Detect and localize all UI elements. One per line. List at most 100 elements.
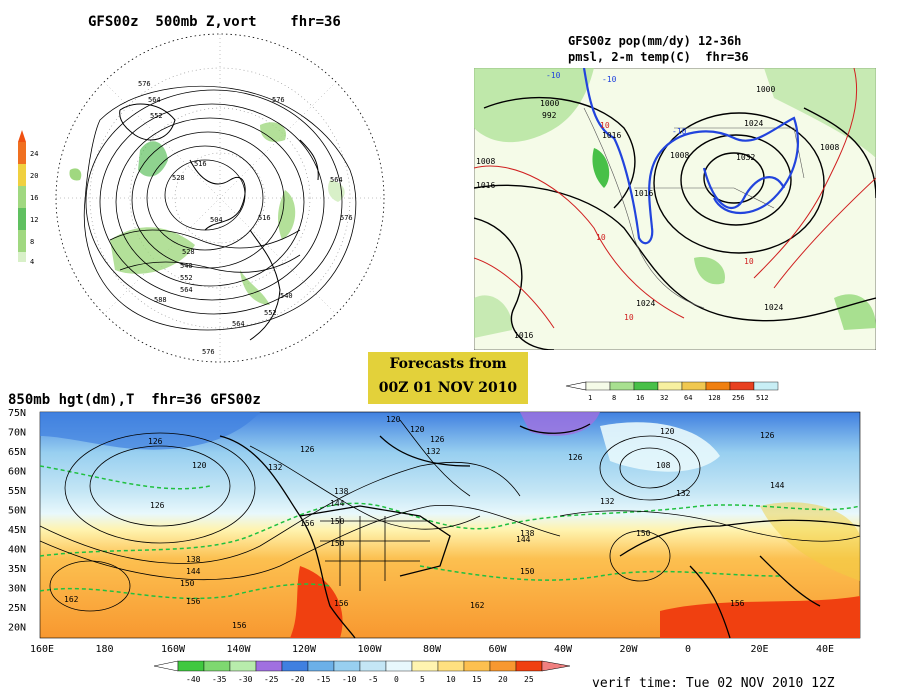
height-label: 132 [600, 497, 615, 506]
lon-label: 140W [227, 644, 252, 655]
legend-swatch [18, 208, 26, 230]
isobar-label: 1016 [514, 331, 533, 340]
lat-label: 25N [8, 603, 26, 614]
panel-850mb-title: 850mb hgt(dm),T fhr=36 GFS00z [8, 392, 261, 408]
contour-label: 576 [202, 348, 215, 356]
legend-value: 24 [30, 150, 38, 158]
legend-value: 0 [394, 675, 399, 684]
panel-precip-title-line2: pmsl, 2-m temp(C) fhr=36 [568, 50, 749, 64]
coastlines-850 [219, 423, 861, 639]
contour-label: 516 [258, 214, 271, 222]
legend-value: 8 [612, 394, 616, 402]
legend-value: 20 [498, 675, 508, 684]
legend-swatch [463, 660, 491, 672]
legend-arrow-left [565, 381, 587, 391]
legend-swatch [729, 381, 755, 391]
lat-label: 40N [8, 545, 26, 556]
temp-label: 10 [624, 313, 634, 322]
height-label-group: 120 126 120 132 126 138 144 150 156 162 … [64, 415, 785, 630]
height-label: 162 [470, 601, 485, 610]
contour-label: 540 [280, 292, 293, 300]
legend-swatch [18, 142, 26, 164]
isobar-label: 1024 [764, 303, 783, 312]
height-label: 144 [770, 481, 785, 490]
isotherms [39, 465, 861, 600]
panel-500mb-title: GFS00z 500mb Z,vort fhr=36 [88, 14, 341, 30]
height-label: 108 [656, 461, 671, 470]
legend-swatch [705, 381, 731, 391]
lat-label: 20N [8, 623, 26, 634]
legend-swatch [385, 660, 413, 672]
legend-value: 16 [636, 394, 644, 402]
lon-label: 80W [423, 644, 442, 655]
isobar-label: 1016 [476, 181, 495, 190]
legend-swatch [333, 660, 361, 672]
legend-swatch [609, 381, 635, 391]
height-label: 126 [150, 501, 165, 510]
lat-label: 50N [8, 506, 26, 517]
height-label: 120 [386, 415, 401, 424]
height-label: 150 [520, 567, 535, 576]
height-label: 120 [192, 461, 207, 470]
isobar-label: 1032 [736, 153, 755, 162]
lat-label: 60N [8, 467, 26, 478]
lat-label: 65N [8, 447, 26, 458]
legend-swatch [657, 381, 683, 391]
temp-label-group: -10 -10 10 -10 10 10 10 [546, 71, 754, 322]
legend-swatch [18, 252, 26, 262]
coastlines [119, 103, 319, 341]
height-label: 156 [300, 519, 315, 528]
temp-label: -10 [602, 75, 617, 84]
lon-label: 100W [358, 644, 383, 655]
height-label: 126 [148, 437, 163, 446]
forecast-box-line1: Forecasts from [389, 356, 507, 372]
legend-value: -5 [368, 675, 378, 684]
legend-value: -40 [186, 675, 201, 684]
temp-contours-blue [582, 68, 799, 245]
legend-swatch [177, 660, 205, 672]
lat-label: 45N [8, 525, 26, 536]
legend-swatch [255, 660, 283, 672]
legend-swatch [681, 381, 707, 391]
contour-label: 564 [232, 320, 245, 328]
lon-label: 20E [751, 644, 769, 655]
legend-value: -20 [290, 675, 305, 684]
legend-value: -25 [264, 675, 279, 684]
contour-label: 576 [272, 96, 285, 104]
legend-value: 8 [30, 238, 34, 246]
lat-label: 30N [8, 584, 26, 595]
legend-value: 25 [524, 675, 534, 684]
height-label: 132 [676, 489, 691, 498]
contour-label: 540 [180, 262, 193, 270]
contour-label-group: 576 564 552 576 516 528 504 516 564 576 … [138, 80, 353, 356]
legend-swatch [203, 660, 231, 672]
temp-label: 10 [600, 121, 610, 130]
legend-swatch [515, 660, 543, 672]
verif-time: verif time: Tue 02 NOV 2010 12Z [592, 676, 835, 691]
panel-850mb-legend: -40 -35 -30 -25 -20 -15 -10 -5 0 5 10 15 20 25 [153, 660, 571, 684]
isobar-label: 1016 [634, 189, 653, 198]
isobar-label-group: 1000 992 1016 1000 1008 1032 1024 1008 1… [476, 85, 839, 340]
height-label: 126 [760, 431, 775, 440]
panel-500mb-legend: 24 20 16 12 8 4 [18, 130, 38, 266]
legend-swatch [18, 230, 26, 252]
lat-label: 70N [8, 428, 26, 439]
height-label: 138 [520, 529, 535, 538]
legend-swatch [18, 186, 26, 208]
height-label: 144 [516, 535, 531, 544]
height-label: 132 [268, 463, 283, 472]
contour-label: 564 [330, 176, 343, 184]
height-label: 120 [410, 425, 425, 434]
legend-swatch [633, 381, 659, 391]
legend-value: 64 [684, 394, 692, 402]
legend-value: -30 [238, 675, 253, 684]
panel-precip-title-line1: GFS00z pop(mm/dy) 12-36h [568, 34, 742, 48]
temp-label: 10 [744, 257, 754, 266]
height-label: 144 [186, 567, 201, 576]
isobar-label: 1000 [756, 85, 775, 94]
contour-label: 504 [210, 216, 223, 224]
contour-label: 552 [180, 274, 193, 282]
lon-label: 60W [489, 644, 508, 655]
legend-swatch [753, 381, 779, 391]
isobar-label: 1024 [636, 299, 655, 308]
